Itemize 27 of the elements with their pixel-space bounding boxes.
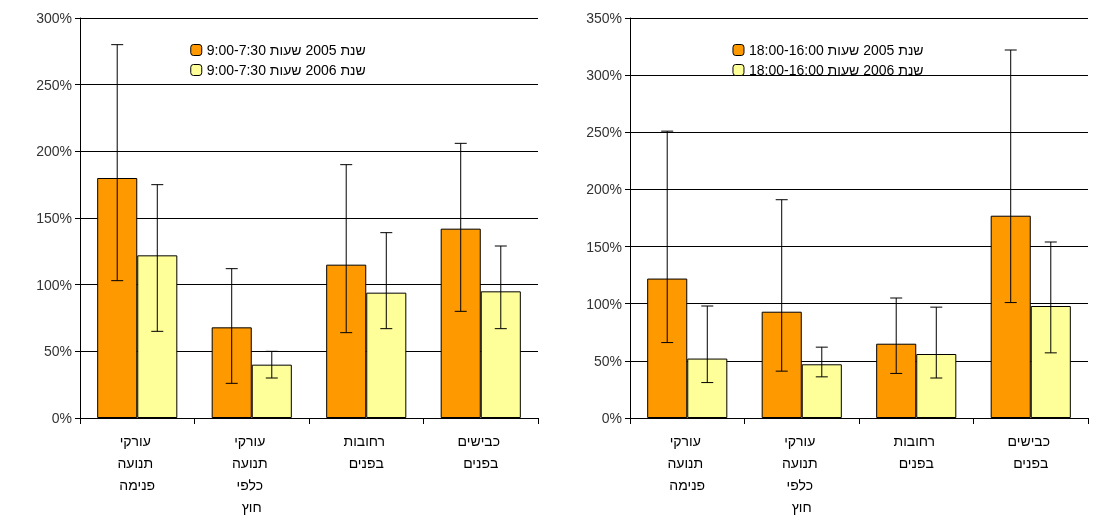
y-tick-label: 0% xyxy=(601,410,622,426)
x-tick-label: כבישים בפנים xyxy=(457,433,504,471)
legend-label: שנת 2005 שעות 18:00-16:00 xyxy=(748,42,924,58)
y-tick-label: 200% xyxy=(586,181,622,198)
y-tick-label: 200% xyxy=(36,143,72,160)
x-tick-label: כבישים בפנים xyxy=(1007,433,1054,471)
x-tick-label: עורקי תנועה כלפי חוץ xyxy=(781,433,822,515)
x-tick-label: עורקי תנועה פנימה xyxy=(667,433,708,493)
legend-label: שנת 2006 שעות 9:00-7:30 xyxy=(206,62,366,78)
y-tick-label: 100% xyxy=(586,295,622,312)
y-tick-label: 150% xyxy=(36,210,72,226)
y-tick-label: 0% xyxy=(51,410,72,426)
legend-label: שנת 2005 שעות 9:00-7:30 xyxy=(206,42,366,58)
legend-label: שנת 2006 שעות 18:00-16:00 xyxy=(748,62,924,78)
x-tick-label: עורקי תנועה פנימה xyxy=(117,433,158,493)
y-tick-label: 250% xyxy=(36,76,72,93)
y-tick-label: 150% xyxy=(586,238,622,255)
x-tick-label: עורקי תנועה כלפי חוץ xyxy=(231,433,272,515)
y-tick-label: 300% xyxy=(36,10,72,26)
y-tick-label: 50% xyxy=(593,352,622,369)
y-tick-label: 100% xyxy=(36,276,72,293)
y-tick-label: 300% xyxy=(586,67,622,84)
y-tick-label: 250% xyxy=(586,124,622,141)
y-tick-label: 50% xyxy=(43,343,72,360)
y-tick-label: 350% xyxy=(586,10,622,26)
x-tick-label: רחובות בפנים xyxy=(343,433,389,471)
x-tick-label: רחובות בפנים xyxy=(893,433,939,471)
